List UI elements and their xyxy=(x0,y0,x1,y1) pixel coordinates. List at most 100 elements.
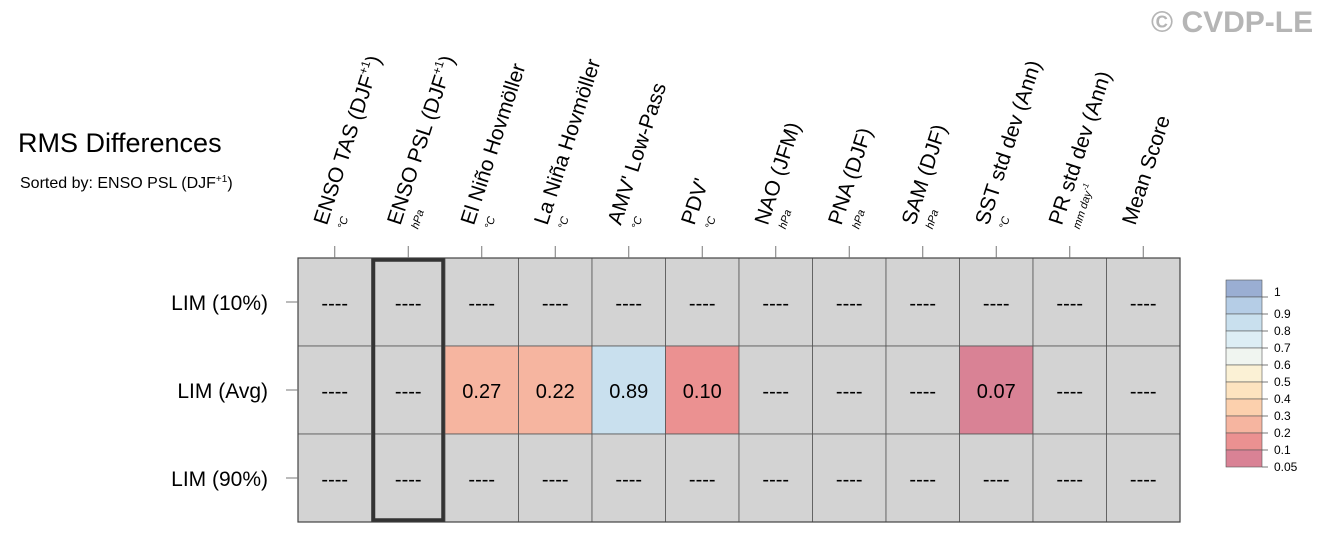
column-unit-text: °C xyxy=(483,215,498,231)
column-label-sup: +1 xyxy=(356,59,374,77)
cell-value: 0.22 xyxy=(536,381,575,403)
column-unit: hPa xyxy=(777,208,794,230)
cell-value: ---- xyxy=(395,381,422,403)
column-label-text: NAO (JFM) xyxy=(751,119,806,227)
row-label: LIM (90%) xyxy=(171,468,268,491)
subtitle-prefix: Sorted by: ENSO PSL (DJF xyxy=(20,175,216,192)
heatmap-cell xyxy=(1106,345,1181,435)
heatmap-cell xyxy=(959,257,1034,347)
subtitle-sup: +1 xyxy=(215,174,228,185)
colorbar-swatch xyxy=(1225,415,1263,434)
row-label: LIM (10%) xyxy=(171,292,268,315)
cell-value: 0.10 xyxy=(683,381,722,403)
heatmap-cell xyxy=(371,257,446,347)
colorbar-swatch xyxy=(1225,398,1263,417)
column-label-text: AMV' Low-Pass xyxy=(604,80,671,227)
heatmap-cell xyxy=(371,433,446,523)
heatmap-cell xyxy=(1032,345,1107,435)
column-label-text: PNA (DJF) xyxy=(824,125,877,228)
column-label-text: SAM (DJF) xyxy=(898,122,952,228)
cell-value: ---- xyxy=(836,469,863,491)
column-unit-text: °C xyxy=(630,215,645,231)
heatmap-cell xyxy=(297,433,372,523)
cell-value: ---- xyxy=(983,293,1010,315)
cell-value: ---- xyxy=(321,381,348,403)
heatmap-cell xyxy=(518,257,593,347)
heatmap-cell xyxy=(738,345,813,435)
row-label: LIM (Avg) xyxy=(177,380,268,403)
heatmap-cell xyxy=(591,345,666,435)
column-unit: hPa xyxy=(409,208,426,230)
heatmap-cell xyxy=(885,345,960,435)
column-label: SAM (DJF) xyxy=(898,122,952,228)
colorbar-label: 0.5 xyxy=(1274,375,1291,389)
heatmap-cell xyxy=(518,433,593,523)
cell-value: ---- xyxy=(689,469,716,491)
heatmap-cell xyxy=(444,433,519,523)
column-label: Mean Score xyxy=(1118,113,1175,228)
colorbar-swatch xyxy=(1225,449,1263,468)
column-unit-text: °C xyxy=(556,215,571,231)
colorbar-swatch xyxy=(1225,347,1263,366)
column-label-group: La Niña Hovmöller°C xyxy=(530,56,605,231)
cell-value: 0.27 xyxy=(462,381,501,403)
colorbar-label: 0.3 xyxy=(1274,409,1291,423)
column-label-group: PR std dev (Ann)mm day-1 xyxy=(1045,68,1116,230)
cell-value: ---- xyxy=(1056,381,1083,403)
cell-value: ---- xyxy=(1130,293,1157,315)
cell-value: ---- xyxy=(468,469,495,491)
heatmap-cell xyxy=(665,345,740,435)
column-label-group: Mean Score xyxy=(1118,113,1175,228)
column-unit-sup: -1 xyxy=(1080,182,1091,192)
cell-value: ---- xyxy=(615,293,642,315)
cell-value: ---- xyxy=(1056,469,1083,491)
colorbar-swatch xyxy=(1225,432,1263,451)
heatmap-cell xyxy=(959,433,1034,523)
heatmap-cell xyxy=(665,433,740,523)
cell-value: ---- xyxy=(468,293,495,315)
column-unit: °C xyxy=(997,215,1012,231)
cell-value: ---- xyxy=(1130,469,1157,491)
cell-value: ---- xyxy=(1130,381,1157,403)
chart-title: RMS Differences xyxy=(18,128,222,158)
watermark: © CVDP-LE xyxy=(1151,6,1314,39)
cell-value: ---- xyxy=(909,469,936,491)
column-unit-text: hPa xyxy=(924,208,941,230)
heatmap-cell xyxy=(444,345,519,435)
cell-value: ---- xyxy=(689,293,716,315)
colorbar-swatch xyxy=(1225,381,1263,400)
colorbar-label: 0.9 xyxy=(1274,307,1291,321)
cell-value: ---- xyxy=(542,469,569,491)
cell-value: ---- xyxy=(321,469,348,491)
column-label-group: PDV'°C xyxy=(677,176,719,231)
column-unit-text: °C xyxy=(336,215,351,231)
column-label-text: El Niño Hovmöller xyxy=(457,61,531,228)
heatmap-cell xyxy=(444,257,519,347)
colorbar-label: 0.1 xyxy=(1274,443,1291,457)
cell-value: ---- xyxy=(836,381,863,403)
cell-value: ---- xyxy=(762,293,789,315)
column-label-group: SST std dev (Ann)°C xyxy=(971,58,1046,231)
column-unit: °C xyxy=(556,215,571,231)
column-label-group: El Niño Hovmöller°C xyxy=(457,61,531,231)
heatmap-cell xyxy=(1032,257,1107,347)
heatmap-cell xyxy=(738,433,813,523)
cell-value: ---- xyxy=(615,469,642,491)
column-label-group: SAM (DJF)hPa xyxy=(898,122,952,231)
column-label-text: La Niña Hovmöller xyxy=(530,56,605,227)
colorbar-swatch xyxy=(1225,330,1263,349)
colorbar-swatch xyxy=(1225,279,1263,298)
colorbar-swatch xyxy=(1225,296,1263,315)
column-label: PNA (DJF) xyxy=(824,125,877,228)
column-label-group: NAO (JFM)hPa xyxy=(751,119,806,230)
heatmap-cell xyxy=(297,345,372,435)
column-label-text: Mean Score xyxy=(1118,113,1175,228)
cell-value: ---- xyxy=(321,293,348,315)
column-unit: hPa xyxy=(924,208,941,230)
column-unit: °C xyxy=(336,215,351,231)
colorbar-label: 0.2 xyxy=(1274,426,1291,440)
cell-value: ---- xyxy=(1056,293,1083,315)
cell-value: ---- xyxy=(836,293,863,315)
colorbar-label: 1 xyxy=(1274,285,1281,299)
